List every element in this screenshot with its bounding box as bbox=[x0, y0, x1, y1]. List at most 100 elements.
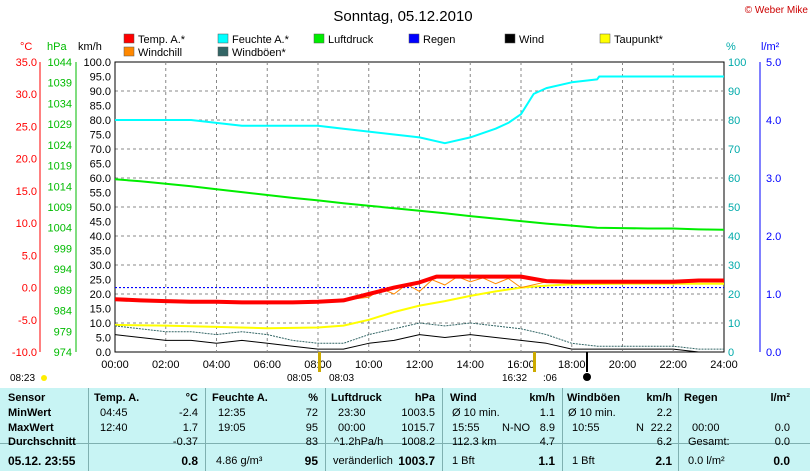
stats-current-press-trend: veränderlich bbox=[333, 455, 393, 467]
stats-avg-wind: 4.7 bbox=[539, 436, 555, 448]
time-tick-label: 06:00 bbox=[253, 359, 281, 371]
stats-avg-gust: 6.2 bbox=[656, 436, 672, 448]
pressure-tick-label: 1034 bbox=[48, 98, 72, 110]
plot-grid bbox=[115, 62, 724, 352]
stats-header-wind: Wind bbox=[450, 392, 477, 404]
rain-tick-label: 0.0 bbox=[766, 347, 781, 359]
time-tick-label: 14:00 bbox=[456, 359, 484, 371]
stats-current-rain-total: 0.0 l/m² bbox=[688, 455, 725, 467]
stats-header-humidity-unit: % bbox=[308, 392, 318, 404]
stats-max-wind-label: 15:55 bbox=[452, 422, 480, 434]
wind-tick-label: 25.0 bbox=[90, 275, 111, 287]
pressure-tick-label: 999 bbox=[54, 243, 72, 255]
rain-tick-label: 5.0 bbox=[766, 57, 781, 69]
axis-ticks: 35.0 30.0 25.0 20.0 15.0 10.0 5.0 0.0 -5.0 -10.0 1… bbox=[12, 57, 781, 371]
time-tick-label: 12:00 bbox=[406, 359, 434, 371]
stats-current-rain: 0.0 bbox=[773, 454, 790, 468]
stats-avg-press-trend: ^1.2hPa/h bbox=[334, 436, 384, 448]
chart-legend: Temp. A.* Feuchte A.* Luftdruck Regen Wind Ta… bbox=[123, 33, 664, 59]
chart-title: Sonntag, 05.12.2010 bbox=[333, 8, 472, 25]
data-series bbox=[114, 75, 725, 353]
humidity-tick-label: 50 bbox=[728, 202, 740, 214]
temp-tick-label: 35.0 bbox=[16, 57, 37, 69]
stats-min-hum-time: 12:35 bbox=[218, 407, 246, 419]
stats-max-temp-time: 12:40 bbox=[100, 422, 128, 434]
stats-avg-rain-label: Gesamt: bbox=[688, 436, 730, 448]
stats-avg-press: 1008.2 bbox=[401, 436, 435, 448]
stats-max-gust-label: 10:55 bbox=[572, 422, 600, 434]
wind-tick-label: 60.0 bbox=[90, 173, 111, 185]
pressure-tick-label: 1009 bbox=[48, 202, 72, 214]
temp-tick-label: -5.0 bbox=[18, 315, 37, 327]
wind-tick-label: 5.0 bbox=[96, 333, 111, 345]
wind-tick-label: 20.0 bbox=[90, 289, 111, 301]
legend-swatch bbox=[217, 46, 229, 57]
stats-min-wind-label: Ø 10 min. bbox=[452, 407, 500, 419]
stats-header-pressure: Luftdruck bbox=[331, 392, 382, 404]
wind-tick-label: 65.0 bbox=[90, 159, 111, 171]
pressure-tick-label: 1044 bbox=[48, 57, 72, 69]
stats-max-gust-dir: N bbox=[636, 422, 644, 434]
rain-tick-label: 1.0 bbox=[766, 289, 781, 301]
temp-tick-label: 10.0 bbox=[16, 218, 37, 230]
stats-min-wind: 1.1 bbox=[539, 407, 555, 419]
series-line-temp-a bbox=[114, 274, 724, 305]
legend-swatch bbox=[123, 46, 135, 57]
pressure-tick-label: 1039 bbox=[48, 78, 72, 90]
temp-tick-label: 30.0 bbox=[16, 89, 37, 101]
stats-max-press: 1015.7 bbox=[401, 422, 435, 434]
pressure-tick-label: 1019 bbox=[48, 161, 72, 173]
stats-min-temp-time: 04:45 bbox=[100, 407, 128, 419]
time-tick-label: 24:00 bbox=[710, 359, 738, 371]
pressure-tick-label: 1024 bbox=[48, 140, 72, 152]
stats-avg-rain: 0.0 bbox=[774, 436, 790, 448]
pressure-tick-label: 994 bbox=[54, 264, 72, 276]
humidity-tick-label: 100 bbox=[728, 57, 746, 69]
pressure-tick-label: 1004 bbox=[48, 223, 72, 235]
stats-header-sensor: Sensor bbox=[8, 392, 46, 404]
time-tick-label: 22:00 bbox=[659, 359, 687, 371]
pressure-tick-label: 1014 bbox=[48, 181, 72, 193]
stats-max-rain-label: 00:00 bbox=[692, 422, 720, 434]
pressure-tick-label: 989 bbox=[54, 285, 72, 297]
wind-tick-label: 40.0 bbox=[90, 231, 111, 243]
wind-tick-label: 35.0 bbox=[90, 246, 111, 258]
weather-chart: Sonntag, 05.12.2010 © Weber Mike Temp. A… bbox=[10, 5, 808, 384]
stats-current-gust-bft: 1 Bft bbox=[572, 455, 595, 467]
stats-min-hum: 72 bbox=[305, 407, 318, 419]
sunset-time: 16:32 bbox=[502, 373, 527, 384]
series-line-luftdruck bbox=[114, 178, 725, 231]
stats-current-hum: 95 bbox=[304, 454, 318, 468]
time-tick-label: 16:00 bbox=[507, 359, 535, 371]
stats-min-gust: 2.2 bbox=[656, 407, 672, 419]
stats-header-pressure-unit: hPa bbox=[414, 392, 435, 404]
stats-row-max-label: MaxWert bbox=[8, 422, 54, 434]
pressure-tick-label: 979 bbox=[54, 326, 72, 338]
humidity-tick-label: 60 bbox=[728, 173, 740, 185]
sunrise-right-time: 08:03 bbox=[329, 373, 354, 384]
stats-header-gust-unit: km/h bbox=[646, 392, 672, 404]
wind-tick-label: 45.0 bbox=[90, 217, 111, 229]
stats-max-hum-time: 19:05 bbox=[218, 422, 246, 434]
stats-current-press: 1003.7 bbox=[398, 454, 435, 468]
humidity-tick-label: 0 bbox=[728, 347, 734, 359]
temp-tick-label: 15.0 bbox=[16, 186, 37, 198]
legend-label: Luftdruck bbox=[328, 34, 374, 46]
stats-avg-hum: 83 bbox=[305, 436, 318, 448]
sunrise-left-time: 08:05 bbox=[287, 373, 312, 384]
pressure-tick-label: 984 bbox=[54, 306, 72, 318]
wind-tick-label: 90.0 bbox=[90, 86, 111, 98]
stats-header-wind-unit: km/h bbox=[529, 392, 555, 404]
pressure-axis-unit: hPa bbox=[47, 41, 67, 53]
humidity-tick-label: 70 bbox=[728, 144, 740, 156]
legend-swatch bbox=[408, 33, 420, 44]
temp-tick-label: 0.0 bbox=[22, 283, 37, 295]
stats-current-label: 05.12. 23:55 bbox=[8, 454, 76, 468]
rain-tick-label: 4.0 bbox=[766, 115, 781, 127]
legend-label: Regen bbox=[423, 34, 455, 46]
stats-current-gust: 2.1 bbox=[655, 454, 672, 468]
stats-max-wind-dir: N-NO bbox=[502, 422, 531, 434]
stats-avg-temp: -0.37 bbox=[172, 436, 198, 448]
sunrise-time: 08:23 bbox=[10, 373, 35, 384]
wind-tick-label: 85.0 bbox=[90, 101, 111, 113]
